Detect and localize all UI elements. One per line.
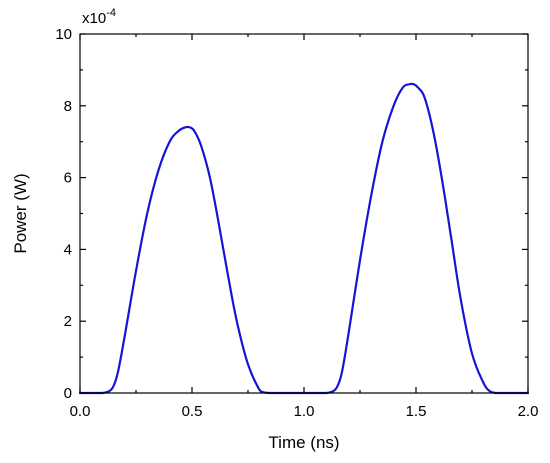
x-tick-label: 0.0 [70,403,91,420]
power-series-line [78,82,530,395]
x-tick-label: 2.0 [518,403,539,420]
x-axis-label: Time (ns) [268,433,339,452]
y-axis-multiplier-exponent: -4 [106,7,116,19]
y-tick-label: 8 [64,98,72,115]
y-tick-label: 0 [64,385,72,402]
y-tick-label: 2 [64,313,72,330]
y-tick-label: 4 [64,241,72,258]
x-tick-label: 1.5 [406,403,427,420]
y-tick-label: 10 [55,26,72,43]
y-tick-label: 6 [64,170,72,187]
x-tick-label: 0.5 [182,403,203,420]
y-axis-multiplier-base: x10 [82,10,106,27]
y-axis-multiplier: x10-4 [82,7,116,27]
y-axis-label: Power (W) [11,173,30,253]
x-tick-label: 1.0 [294,403,315,420]
axis-tick-labels: 0.0 0.5 1.0 1.5 2.0 0 2 4 6 8 10 [55,26,538,420]
plot-frame [79,33,529,394]
